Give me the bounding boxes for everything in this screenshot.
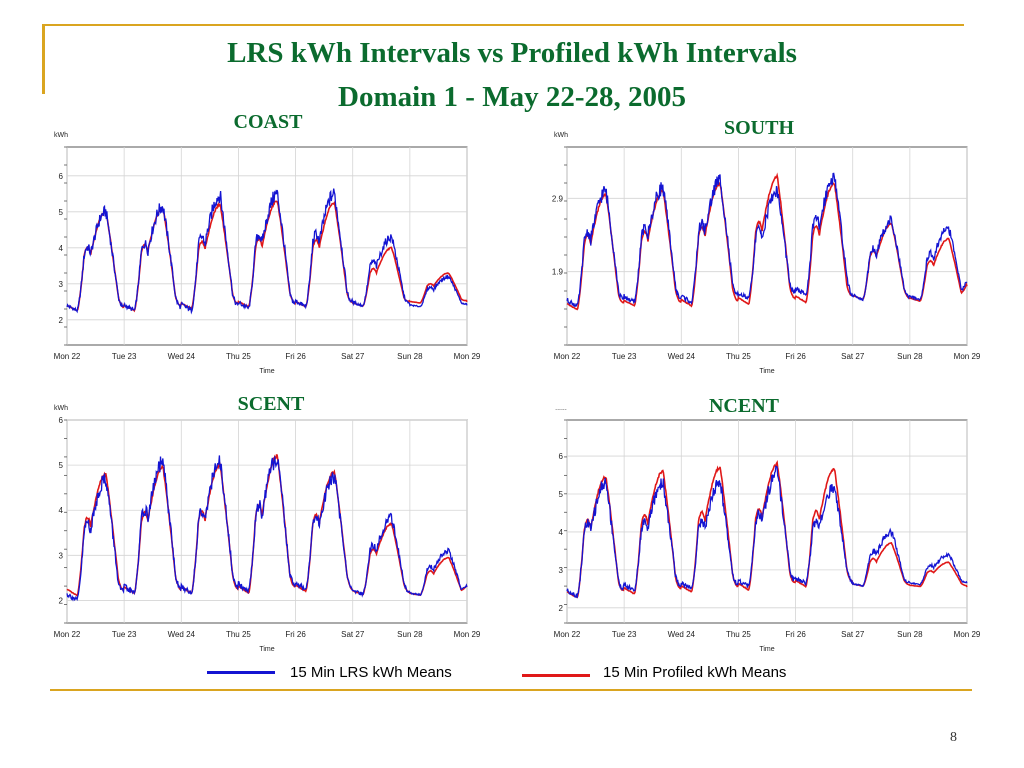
slide-subtitle: Domain 1 - May 22-28, 2005 xyxy=(338,81,686,113)
y-tick-label: 4 xyxy=(59,506,64,515)
x-tick-label: Fri 26 xyxy=(285,630,306,639)
x-axis-label: Time xyxy=(759,646,774,653)
x-tick-label: Tue 23 xyxy=(112,352,137,361)
plot-area xyxy=(66,146,468,346)
series-profiled-line xyxy=(566,172,968,311)
slide-title: LRS kWh Intervals vs Profiled kWh Interv… xyxy=(227,37,797,69)
region-label-coast: COAST xyxy=(233,111,303,133)
x-tick-label: Mon 29 xyxy=(454,630,481,639)
y-tick-label: 5 xyxy=(59,208,64,217)
x-tick-label: Sat 27 xyxy=(341,630,365,639)
y-tick-label: 5 xyxy=(59,461,64,470)
x-tick-label: Wed 24 xyxy=(168,630,196,639)
plot-area xyxy=(566,419,968,624)
y-tick-label: 4 xyxy=(59,244,64,253)
y-tick-label: 6 xyxy=(59,416,64,425)
y-tick-label: 2 xyxy=(559,604,564,613)
series-lrs-line xyxy=(66,455,468,602)
x-tick-label: Mon 22 xyxy=(54,352,81,361)
series-lrs-line xyxy=(66,188,468,315)
page-number: 8 xyxy=(950,730,957,745)
x-tick-label: Mon 29 xyxy=(454,352,481,361)
y-tick-label: 6 xyxy=(559,452,564,461)
region-label-ncent: NCENT xyxy=(708,395,779,417)
y-tick-label: 6 xyxy=(59,172,64,181)
y-tick-label: 5 xyxy=(559,490,564,499)
chart-scent: Mon 22 Tue 23 Wed 24 Thu 25 Fri 26 Sat 27 Sun … xyxy=(54,405,481,653)
y-tick-label: 2 xyxy=(59,596,64,605)
x-tick-label: Mon 29 xyxy=(954,630,981,639)
x-tick-label: Fri 26 xyxy=(785,352,806,361)
x-tick-label: Fri 26 xyxy=(785,630,806,639)
legend-lrs-swatch xyxy=(207,671,275,674)
region-label-south: SOUTH xyxy=(723,117,795,139)
y-axis-label: ...... xyxy=(555,405,567,412)
x-tick-label: Fri 26 xyxy=(285,352,306,361)
x-tick-label: Sat 27 xyxy=(341,352,365,361)
y-axis-label: kWh xyxy=(54,405,68,412)
series-lrs-line xyxy=(566,172,968,308)
x-tick-label: Thu 25 xyxy=(226,352,251,361)
x-tick-label: Thu 25 xyxy=(726,352,751,361)
legend-profiled-label: 15 Min Profiled kWh Means xyxy=(603,664,787,681)
plot-area xyxy=(66,419,468,624)
x-axis-label: Time xyxy=(759,368,774,375)
series-lrs-line xyxy=(566,465,968,599)
region-label-scent: SCENT xyxy=(237,393,305,415)
y-tick-label: 1.9 xyxy=(552,268,564,277)
x-tick-label: Thu 25 xyxy=(226,630,251,639)
accent-bottom-rule xyxy=(50,689,972,691)
x-axis-label: Time xyxy=(259,368,274,375)
y-axis-label: kWh xyxy=(554,132,568,139)
plot-area xyxy=(566,146,968,346)
x-tick-label: Sun 28 xyxy=(397,630,423,639)
x-tick-label: Tue 23 xyxy=(612,630,637,639)
legend-profiled-swatch xyxy=(522,674,590,677)
y-tick-label: 3 xyxy=(59,280,64,289)
x-tick-label: Sun 28 xyxy=(397,352,423,361)
x-tick-label: Tue 23 xyxy=(112,630,137,639)
y-axis-label: kWh xyxy=(54,132,68,139)
x-tick-label: Wed 24 xyxy=(168,352,196,361)
x-tick-label: Sun 28 xyxy=(897,352,923,361)
chart-south: Mon 22 Tue 23 Wed 24 Thu 25 Fri 26 Sat 27 Sun … xyxy=(552,132,981,375)
x-tick-label: Sat 27 xyxy=(841,352,865,361)
chart-coast: Mon 22 Tue 23 Wed 24 Thu 25 Fri 26 Sat 27 Sun … xyxy=(54,132,481,375)
y-tick-label: 2.9 xyxy=(552,194,564,203)
x-tick-label: Mon 22 xyxy=(54,630,81,639)
accent-top-rule xyxy=(42,24,964,26)
x-tick-label: Sun 28 xyxy=(897,630,923,639)
y-tick-label: 3 xyxy=(59,551,64,560)
x-tick-label: Sat 27 xyxy=(841,630,865,639)
y-tick-label: 4 xyxy=(559,528,564,537)
x-tick-label: Mon 22 xyxy=(554,630,581,639)
y-tick-label: 2 xyxy=(59,316,64,325)
accent-vertical-bar xyxy=(42,24,45,94)
x-tick-label: Wed 24 xyxy=(668,352,696,361)
x-tick-label: Mon 29 xyxy=(954,352,981,361)
chart-ncent: Mon 22 Tue 23 Wed 24 Thu 25 Fri 26 Sat 27 Sun … xyxy=(554,405,981,653)
series-profiled-line xyxy=(566,459,968,599)
x-tick-label: Thu 25 xyxy=(726,630,751,639)
x-axis-label: Time xyxy=(259,646,274,653)
x-tick-label: Mon 22 xyxy=(554,352,581,361)
legend-lrs-label: 15 Min LRS kWh Means xyxy=(290,664,452,681)
y-tick-label: 3 xyxy=(559,566,564,575)
x-tick-label: Tue 23 xyxy=(612,352,637,361)
x-tick-label: Wed 24 xyxy=(668,630,696,639)
